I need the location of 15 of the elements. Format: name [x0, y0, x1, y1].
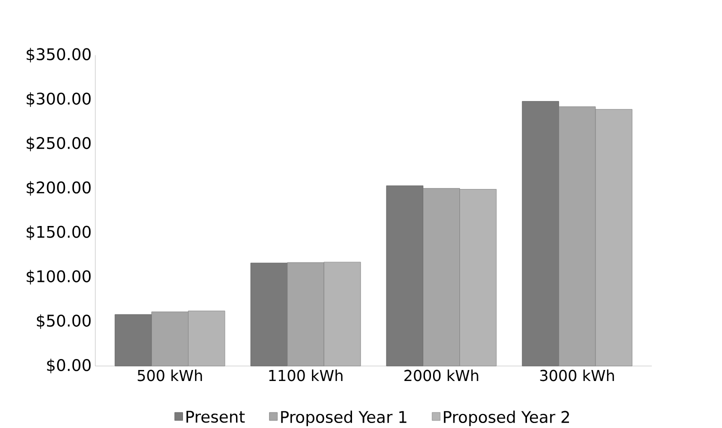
y-tick-label: $350.00: [26, 48, 91, 62]
legend-label: Proposed Year 1: [281, 410, 406, 426]
y-tick-label: $300.00: [26, 92, 91, 107]
y-tick-label: $200.00: [26, 180, 91, 196]
x-tick-label: 1100 kWh: [269, 369, 342, 382]
x-tick-label: 2000 kWh: [404, 369, 478, 382]
x-tick-label: 500 kWh: [138, 369, 202, 382]
y-tick-label: $50.00: [36, 314, 91, 329]
y-tick-label: $250.00: [26, 136, 91, 152]
legend-label: Present: [186, 410, 245, 423]
y-tick-label: $0.00: [47, 358, 91, 374]
x-tick-label: 3000 kWh: [540, 369, 614, 382]
legend-label: Proposed Year 2: [444, 410, 569, 426]
y-tick-label: $150.00: [26, 225, 91, 240]
y-tick-label: $100.00: [26, 270, 91, 284]
